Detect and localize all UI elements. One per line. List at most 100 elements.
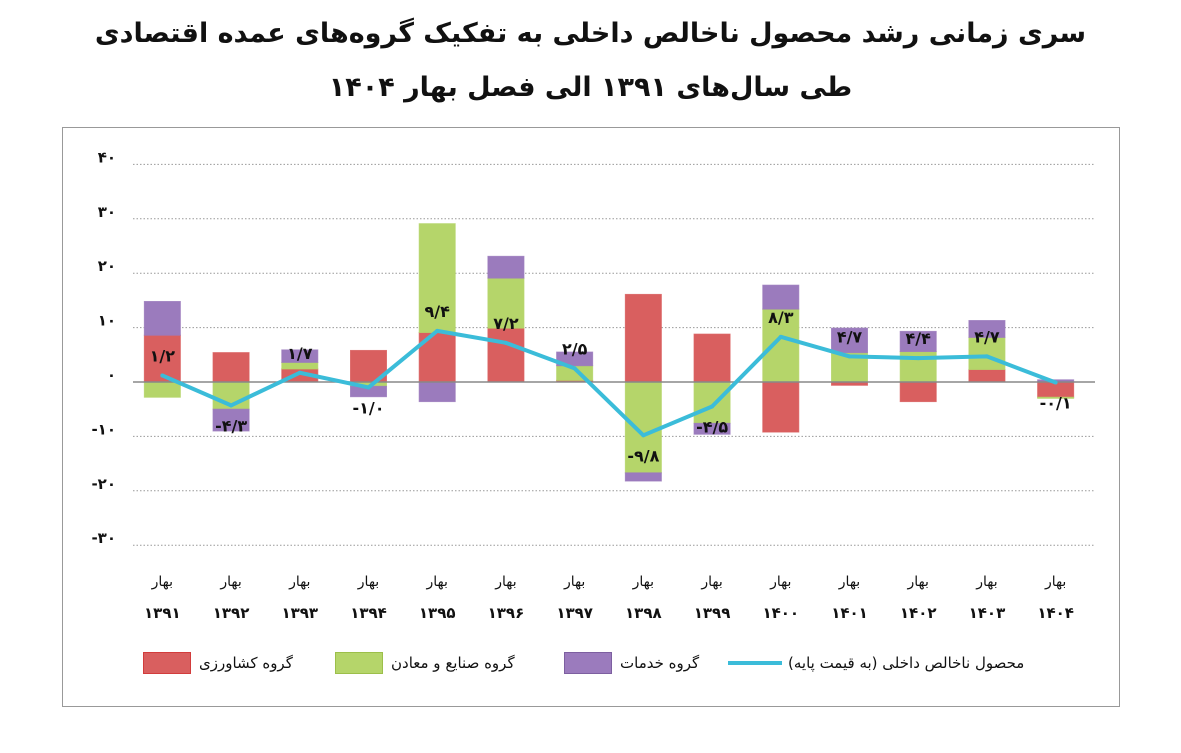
x-season-label: بهار xyxy=(700,574,722,590)
x-tick-label: ۱۴۰۲ xyxy=(900,604,937,622)
x-season-label: بهار xyxy=(769,574,791,590)
bar-segment-agriculture xyxy=(693,333,731,383)
y-tick-label: ۱۰ xyxy=(98,312,116,330)
data-label: ۹/۴ xyxy=(425,302,451,321)
x-tick-label: ۱۳۹۸ xyxy=(625,604,662,622)
gdp-point xyxy=(160,373,165,378)
x-season-label: بهار xyxy=(151,574,173,590)
y-tick-label: ۳۰ xyxy=(98,203,116,221)
legend-item-gdp: محصول ناخالص داخلی (به قیمت پایه) xyxy=(728,650,1024,676)
gdp-point xyxy=(1053,380,1058,385)
gdp-point xyxy=(984,354,989,359)
bar-segment-industry xyxy=(418,223,456,333)
x-tick-label: ۱۳۹۹ xyxy=(694,604,731,622)
bar-segment-agriculture xyxy=(624,293,662,383)
gdp-point xyxy=(229,403,234,408)
data-label: -۰/۱ xyxy=(1040,394,1072,413)
bar-segment-services xyxy=(624,472,662,482)
data-label: ۱/۲ xyxy=(150,346,176,365)
bar-segment-industry xyxy=(487,277,525,329)
x-season-label: بهار xyxy=(219,574,241,590)
bar-segment-industry xyxy=(693,381,731,424)
y-tick-label: -۲۰ xyxy=(91,475,116,493)
bar-segment-agriculture xyxy=(762,381,800,433)
bar-segment-industry xyxy=(624,381,662,474)
bar-segment-agriculture xyxy=(212,352,250,383)
data-label: ۴/۷ xyxy=(974,327,1000,346)
x-tick-label: ۱۳۹۴ xyxy=(350,604,387,622)
x-season-label: بهار xyxy=(907,574,929,590)
x-season-label: بهار xyxy=(1044,574,1066,590)
bar-segment-industry xyxy=(281,361,319,370)
legend-line-swatch xyxy=(728,661,782,665)
bar-segment-services xyxy=(487,255,525,279)
x-season-label: بهار xyxy=(838,574,860,590)
gdp-point xyxy=(503,340,508,345)
bar-segment-services xyxy=(418,381,456,403)
x-tick-label: ۱۴۰۳ xyxy=(969,604,1006,622)
legend-item-services: گروه خدمات xyxy=(564,650,699,676)
data-label: ۸/۳ xyxy=(768,308,794,327)
x-season-label: بهار xyxy=(632,574,654,590)
gdp-point xyxy=(641,433,646,438)
gdp-point xyxy=(366,385,371,390)
x-season-label: بهار xyxy=(357,574,379,590)
y-tick-label: -۳۰ xyxy=(91,529,116,547)
gdp-point xyxy=(916,356,921,361)
legend-swatch-services xyxy=(564,652,612,674)
bar-segment-agriculture xyxy=(350,349,387,383)
bar-segment-services xyxy=(968,320,1006,338)
gdp-point xyxy=(847,354,852,359)
x-tick-label: ۱۳۹۵ xyxy=(419,604,456,622)
x-season-label: بهار xyxy=(288,574,310,590)
y-tick-label: ۰ xyxy=(107,366,116,384)
x-season-label: بهار xyxy=(975,574,997,590)
y-tick-label: ۲۰ xyxy=(98,257,116,275)
x-tick-label: ۱۳۹۱ xyxy=(144,604,181,622)
bar-segment-services xyxy=(556,351,594,367)
bar-segment-industry xyxy=(762,308,800,383)
x-tick-label: ۱۳۹۷ xyxy=(556,604,593,622)
bar-segment-agriculture xyxy=(487,327,525,383)
data-label: -۱/۰ xyxy=(352,398,384,417)
bar-segment-services xyxy=(831,327,868,354)
x-tick-label: ۱۳۹۶ xyxy=(488,604,525,622)
data-label: -۴/۵ xyxy=(696,417,728,436)
legend-label-gdp: محصول ناخالص داخلی (به قیمت پایه) xyxy=(788,654,1025,672)
legend-item-agriculture: گروه کشاورزی xyxy=(143,650,293,676)
x-tick-label: ۱۴۰۱ xyxy=(831,604,868,622)
bar-segment-industry xyxy=(1037,396,1075,399)
x-season-label: بهار xyxy=(494,574,516,590)
bar-segment-industry xyxy=(143,381,181,398)
legend-label-agriculture: گروه کشاورزی xyxy=(199,654,293,672)
gdp-point xyxy=(778,334,783,339)
legend-label-services: گروه خدمات xyxy=(620,654,700,672)
legend-label-industry: گروه صنایع و معادن xyxy=(391,654,515,672)
chart-subtitle: طی سال‌های ۱۳۹۱ الی فصل بهار ۱۴۰۴ xyxy=(328,72,853,103)
gdp-point xyxy=(710,404,715,409)
data-label: ۷/۲ xyxy=(493,314,519,333)
data-label: ۴/۷ xyxy=(837,327,863,346)
gdp-point xyxy=(572,366,577,371)
data-label: ۴/۴ xyxy=(906,329,932,348)
bar-segment-services xyxy=(143,300,181,336)
x-tick-label: ۱۳۹۳ xyxy=(281,604,318,622)
y-tick-label: ۴۰ xyxy=(98,148,116,166)
gdp-point xyxy=(297,370,302,375)
bar-segment-services xyxy=(762,284,800,310)
legend-item-industry: گروه صنایع و معادن xyxy=(335,650,515,676)
data-label: -۴/۳ xyxy=(215,416,247,435)
legend-swatch-agriculture xyxy=(143,652,191,674)
data-label: ۱/۷ xyxy=(287,344,313,363)
bar-segment-services xyxy=(212,408,250,432)
bar-segment-services xyxy=(693,422,731,435)
data-label: -۹/۸ xyxy=(627,446,659,465)
x-season-label: بهار xyxy=(563,574,585,590)
bar-segment-services xyxy=(281,349,319,363)
gdp-point xyxy=(435,328,440,333)
gdp-line xyxy=(161,328,1057,438)
x-tick-label: ۱۴۰۰ xyxy=(762,604,799,622)
chart-title: سری زمانی رشد محصول ناخالص داخلی به تفکی… xyxy=(94,18,1087,49)
bar-segment-agriculture xyxy=(968,368,1006,383)
y-tick-label: -۱۰ xyxy=(91,420,116,438)
